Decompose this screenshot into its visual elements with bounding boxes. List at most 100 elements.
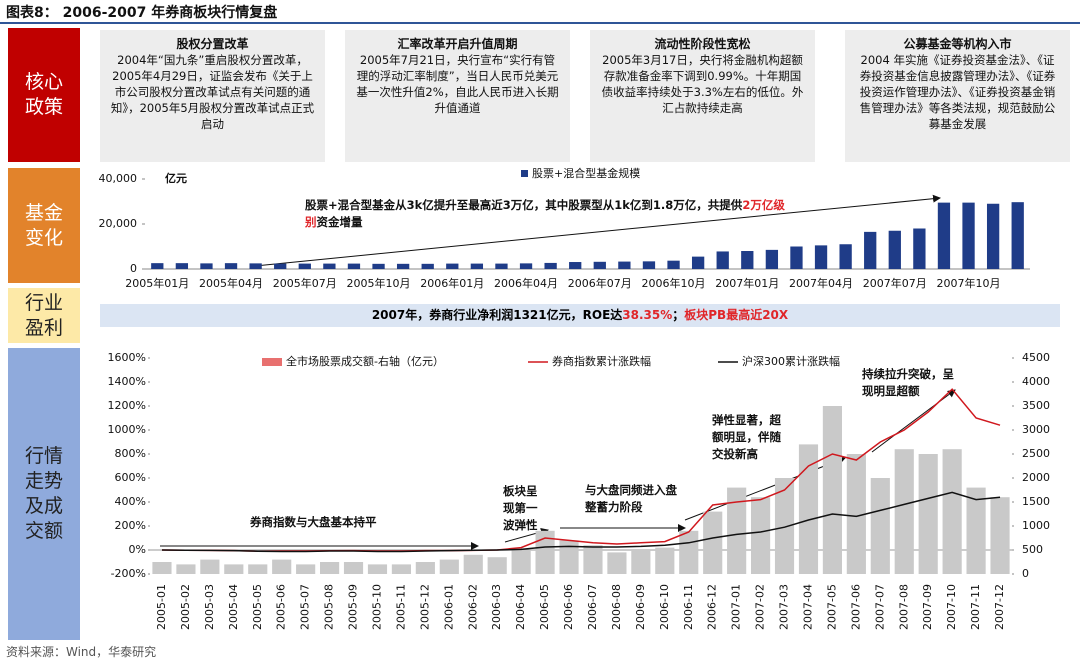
bar [175, 263, 189, 269]
volume-bar [774, 478, 795, 574]
x-tick-label: 2006-02 [466, 584, 479, 630]
x-tick-label: 2005-12 [418, 584, 431, 630]
bar [716, 251, 729, 269]
bar [446, 263, 459, 269]
policy-title: 公募基金等机构入市 [903, 37, 1012, 51]
y-tick-label: 400% [115, 495, 146, 508]
y-tick-label: 1400% [108, 375, 146, 388]
volume-bar [631, 550, 651, 574]
y-tick-label: 1200% [108, 399, 146, 412]
y-tick-label: 200% [115, 519, 146, 532]
volume-bar [439, 559, 459, 574]
bar [323, 263, 336, 269]
profit-text: 2007年，券商行业净利润1321亿元，ROE达 [371, 308, 623, 322]
policy-text: 2004年“国九条”重启股权分置改革，2005年4月29日，证监会发布《关于上市… [110, 53, 315, 131]
x-tick-label: 2007-01 [730, 584, 743, 630]
x-tick-label: 2005-07 [299, 584, 312, 630]
annotation-text: 股票+混合型基金从3k亿提升至最高近3万亿，其中股票型从1k亿到1.8万亿，共提… [305, 198, 743, 212]
section-label: 基金变化 [8, 168, 80, 283]
bar [765, 249, 779, 269]
bar [200, 263, 213, 269]
policy-text: 2005年3月17日，央行将金融机构超额存款准备金率下调到0.99%。十年期国债… [601, 53, 804, 115]
x-tick-label: 2006-04 [514, 584, 527, 630]
section-label: 行情走势及成交额 [8, 348, 80, 640]
x-tick-label: 2005年07月 [273, 276, 337, 290]
x-tick-label: 2006-11 [682, 584, 695, 630]
volume-bar [415, 562, 435, 574]
legend-swatch [521, 170, 528, 177]
legend-label: 股票+混合型基金规模 [532, 166, 640, 180]
volume-bar [703, 511, 723, 574]
x-tick-label: 2005-03 [203, 584, 216, 630]
bar [667, 260, 680, 269]
x-tick-label: 2006年07月 [568, 276, 632, 290]
x-tick-label: 2006年01月 [420, 276, 484, 290]
y-tick-label: 0% [129, 543, 146, 556]
volume-bar [272, 559, 292, 574]
x-tick-label: 2007-05 [825, 584, 838, 630]
x-tick-label: 2005-04 [227, 584, 240, 630]
annotation-highlight: 2万亿级别 [305, 198, 785, 229]
series-line [161, 491, 1001, 553]
x-tick-label: 2005年04月 [199, 276, 263, 290]
x-tick-label: 2007-11 [969, 584, 982, 630]
x-tick-label: 2005年10月 [347, 276, 411, 290]
y-tick-label: 0 [130, 262, 137, 275]
x-tick-label: 2006年04月 [494, 276, 558, 290]
section-text: 基金变化 [24, 201, 63, 249]
volume-bar [320, 562, 340, 574]
bar [249, 263, 262, 269]
y-tick-label: 1000% [108, 423, 146, 436]
legend-label: 沪深300累计涨跌幅 [742, 354, 840, 368]
x-tick-label: 2007年04月 [789, 276, 853, 290]
volume-bar [966, 487, 986, 574]
bar [1011, 202, 1024, 269]
volume-bar [343, 562, 364, 574]
volume-bar [463, 554, 483, 574]
y-tick-label: 40,000 [99, 172, 138, 185]
volume-bar [248, 564, 268, 574]
bar [642, 261, 656, 269]
volume-bar [870, 478, 890, 574]
volume-bar [798, 444, 819, 574]
x-tick-label: 2006-09 [634, 584, 647, 630]
x-tick-label: 2007-07 [873, 584, 886, 630]
x-tick-label: 2007-04 [801, 584, 814, 630]
bar [298, 263, 311, 269]
policy-box: 流动性阶段性宽松 2005年3月17日，央行将金融机构超额存款准备金率下调到0.9… [590, 30, 815, 162]
volume-bar [607, 552, 627, 574]
y2-tick-label: 1500 [1022, 495, 1050, 508]
y2-tick-label: 4500 [1022, 351, 1050, 364]
x-tick-label: 2005-05 [251, 584, 264, 630]
section-text: 行业盈利 [24, 291, 63, 339]
source: 资料来源：Wind，华泰研究 [6, 645, 157, 659]
y2-tick-label: 0 [1022, 567, 1029, 580]
x-tick-label: 2007-09 [921, 584, 934, 630]
x-tick-label: 2006-05 [538, 584, 551, 630]
policy-box: 股权分置改革 2004年“国九条”重启股权分置改革，2005年4月29日，证监会发… [100, 30, 325, 162]
volume-bar [942, 449, 962, 574]
bar [593, 261, 606, 269]
policy-text: 2004 年实施《证券投资基金法》、《证券投资基金信息披露管理办法》、《证券投资… [859, 53, 1056, 131]
section-label: 核心政策 [8, 28, 80, 162]
profit-highlight: 38.35% [622, 308, 673, 322]
volume-bar [224, 564, 244, 574]
volume-bar [559, 540, 579, 574]
bar [814, 245, 828, 269]
x-tick-label: 2005-11 [394, 584, 407, 630]
x-tick-label: 2007-08 [897, 584, 910, 630]
x-tick-label: 2006-10 [658, 584, 671, 630]
legend-label: 券商指数累计涨跌幅 [552, 354, 651, 368]
y-tick-label: 20,000 [99, 217, 138, 230]
legend-label: 全市场股票成交额-右轴（亿元） [286, 354, 444, 368]
annotation: 弹性显著，超额明显，伴随交投新高 [712, 413, 781, 461]
y2-tick-label: 2500 [1022, 447, 1050, 460]
y2-tick-label: 2000 [1022, 471, 1050, 484]
bar [790, 246, 803, 269]
y-tick-label: 1600% [108, 351, 146, 364]
x-tick-label: 2007-12 [993, 584, 1006, 630]
volume-bar [176, 564, 196, 574]
policy-box: 公募基金等机构入市 2004 年实施《证券投资基金法》、《证券投资基金信息披露管理… [845, 30, 1070, 162]
